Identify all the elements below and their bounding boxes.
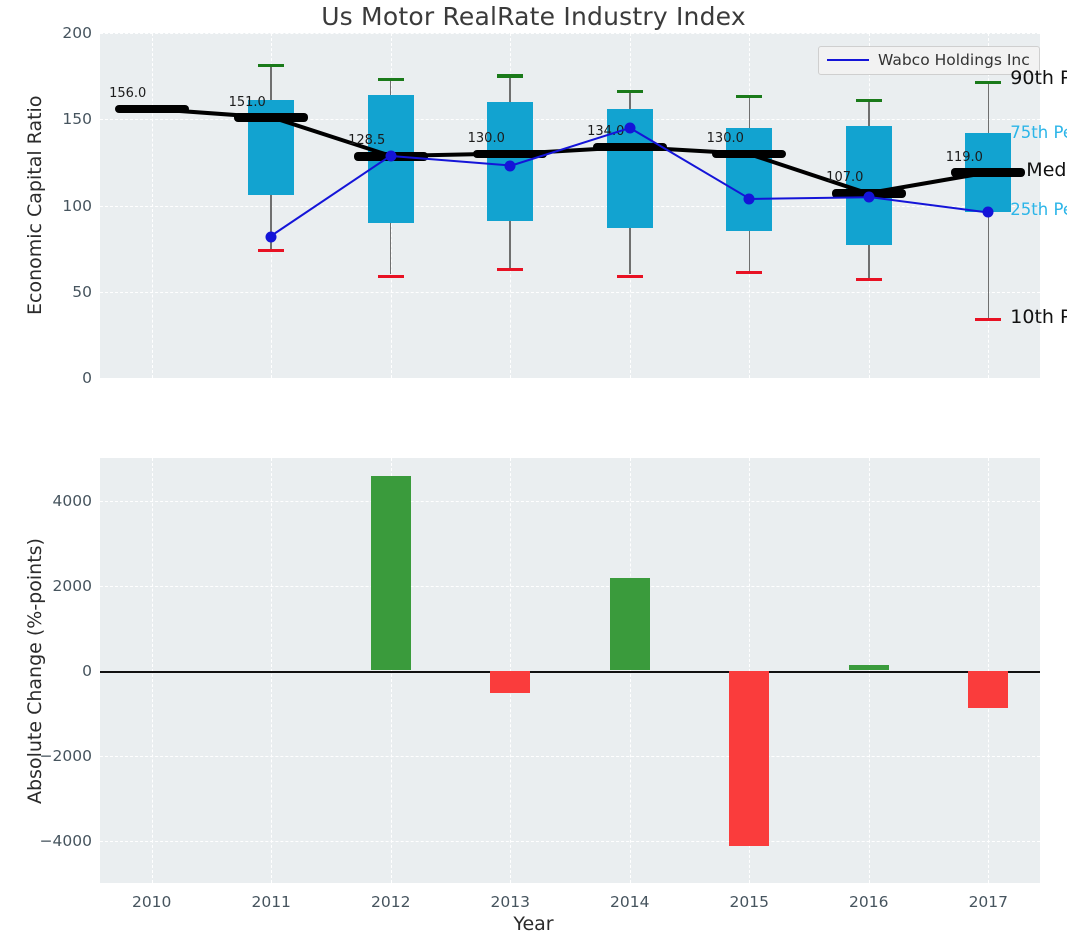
series-data-point <box>982 206 994 218</box>
legend-label: Wabco Holdings Inc <box>878 51 1030 69</box>
median-value-label: 128.5 <box>348 133 386 149</box>
p90-cap <box>975 81 1002 85</box>
p90-cap <box>736 95 763 99</box>
median-value-label: 151.0 <box>228 94 266 110</box>
median-value-label: 156.0 <box>109 85 147 101</box>
bar-y-axis-ticks: −4000 −2000 0 2000 4000 <box>4 458 92 883</box>
gridline <box>100 755 1040 757</box>
p10-cap <box>975 317 1002 321</box>
median-bar <box>951 168 1026 177</box>
y-axis-tick-label: 200 <box>62 24 92 42</box>
y-axis-tick-label: −2000 <box>39 746 92 765</box>
p10-cap <box>497 267 524 271</box>
x-axis-tick-label: 2014 <box>610 893 650 911</box>
x-axis-tick-label: 2016 <box>849 893 889 911</box>
annotation-90th-percentile: 90th Percentile <box>1010 67 1067 90</box>
gridline <box>100 119 1040 121</box>
series-data-point <box>504 160 516 172</box>
gridline <box>100 840 1040 842</box>
annotation-75th-percentile: 75th Percentile <box>1010 123 1067 143</box>
series-data-point <box>624 122 636 134</box>
p10-cap <box>616 274 643 278</box>
x-axis-tick-label: 2017 <box>968 893 1009 911</box>
bar <box>609 577 650 671</box>
x-axis-tick-label: 2013 <box>490 893 530 911</box>
gridline <box>100 378 1040 379</box>
bar <box>729 670 770 847</box>
x-axis-tick-label: 2010 <box>131 893 172 911</box>
y-axis-tick-label: 2000 <box>52 576 92 595</box>
boxplot-y-axis-label: Economic Capital Ratio <box>24 95 46 315</box>
p90-cap <box>855 98 882 102</box>
box-iqr <box>726 127 773 232</box>
p10-cap <box>736 271 763 275</box>
y-axis-tick-label: 100 <box>62 196 92 215</box>
chart-title: Us Motor RealRate Industry Index <box>321 2 746 31</box>
p10-cap <box>855 277 882 282</box>
bar-panel <box>100 458 1040 883</box>
boxplot-panel: 156.0 151.0 128.5 130.0 134.0 130.0 107.0 119.0 <box>100 33 1040 379</box>
p10-cap <box>377 274 404 278</box>
series-data-point <box>265 231 277 243</box>
gridline <box>100 500 1040 502</box>
series-data-point <box>743 193 755 205</box>
series-legend: Wabco Holdings Inc <box>818 46 1040 75</box>
median-value-label: 134.0 <box>587 123 625 139</box>
x-axis-tick-label: 2015 <box>729 893 769 911</box>
p90-cap <box>497 74 524 78</box>
y-axis-tick-label: 50 <box>72 282 92 301</box>
y-axis-tick-label: 0 <box>82 661 92 680</box>
p90-cap <box>377 77 404 82</box>
annotation-median: Median <box>1026 158 1067 181</box>
series-data-point <box>863 191 875 203</box>
annotation-25th-percentile: 25th Percentile <box>1010 200 1067 220</box>
p10-cap <box>258 248 285 252</box>
median-value-label: 130.0 <box>706 130 744 146</box>
median-value-label: 119.0 <box>945 149 983 165</box>
gridline <box>100 585 1040 587</box>
y-axis-tick-label: −4000 <box>39 831 92 850</box>
gridline <box>100 33 1040 34</box>
bar <box>848 665 889 671</box>
p90-cap <box>258 64 285 68</box>
y-axis-tick-label: 0 <box>82 369 92 387</box>
gridline <box>100 205 1040 207</box>
boxplot-y-axis-ticks: 0 50 100 150 200 <box>4 24 92 387</box>
median-value-label: 107.0 <box>826 170 864 186</box>
bar-y-axis-label: Absolute Change (%-points) <box>24 537 46 804</box>
zero-baseline <box>100 670 1040 673</box>
y-axis-tick-label: 150 <box>62 110 92 129</box>
x-axis-tick-label: 2011 <box>251 893 291 911</box>
annotation-10th-percentile: 10th Percentile <box>1010 305 1067 328</box>
p90-cap <box>616 89 643 94</box>
x-axis-tick-label: 2012 <box>370 893 411 911</box>
bar <box>370 476 411 671</box>
y-axis-tick-label: 4000 <box>52 491 92 510</box>
series-data-point <box>385 150 397 162</box>
gridline <box>100 291 1040 293</box>
legend-line-icon <box>827 59 869 61</box>
bar <box>490 670 531 693</box>
x-axis-label: Year <box>513 913 554 935</box>
gridline <box>151 33 153 378</box>
bar <box>968 670 1009 708</box>
median-value-label: 130.0 <box>467 130 505 146</box>
